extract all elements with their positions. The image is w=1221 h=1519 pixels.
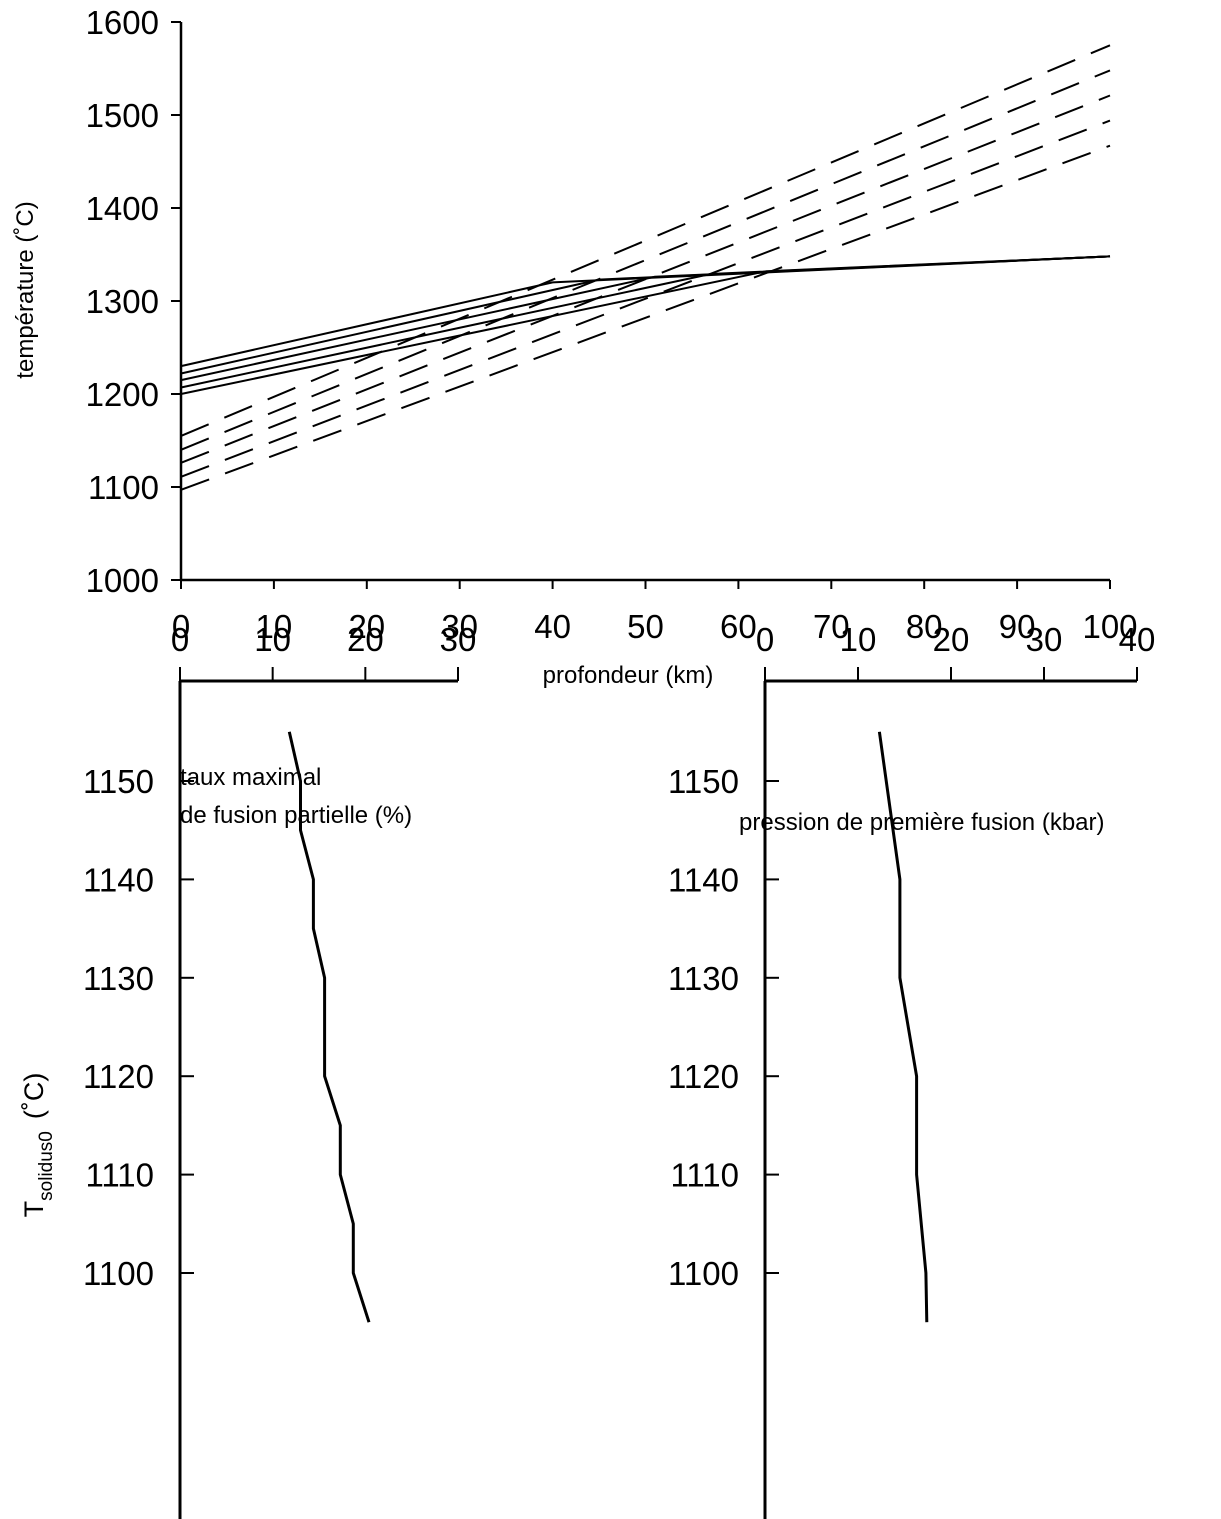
bl-y-axis-label-main: T (19, 1201, 49, 1218)
bl-x-tick-label: 0 (171, 621, 189, 658)
top-dashed-line-8 (180, 94, 1111, 464)
br-y-tick-label: 1150 (668, 763, 739, 800)
top-x-axis-label: profondeur (km) (543, 662, 714, 689)
top-y-ticks: 1000 1100 1200 1300 1400 1500 1600 (86, 4, 181, 599)
br-series-line-1 (877, 731, 929, 1323)
bl-y-tick-label: 1130 (83, 960, 154, 997)
bl-y-tick-label: 1140 (83, 861, 154, 898)
top-y-tick-label: 1200 (86, 376, 159, 413)
br-x-tick-label: 30 (1026, 621, 1063, 658)
br-x-tick-label: 20 (933, 621, 970, 658)
top-x-tick-label: 40 (534, 608, 571, 645)
bl-y-tick-label: 1120 (83, 1058, 154, 1095)
top-y-tick-label: 1100 (88, 469, 159, 506)
top-y-tick-label: 1500 (86, 97, 159, 134)
br-y-tick-label: 1140 (668, 861, 739, 898)
br-y-tick-label: 1110 (670, 1157, 739, 1194)
top-y-tick-label: 1400 (86, 190, 159, 227)
top-x-tick-label: 100 (1082, 608, 1137, 645)
bl-y-tick-label: 1110 (85, 1157, 154, 1194)
top-solid-line-4 (180, 255, 1111, 389)
top-x-tick-label: 50 (627, 608, 664, 645)
bl-y-axis-label: Tsolidus0 (˚C) (19, 1073, 57, 1218)
br-x-tick-label: 40 (1119, 621, 1156, 658)
top-x-tick-label: 80 (906, 608, 943, 645)
top-solid-line-2 (180, 255, 1111, 375)
top-y-axis-label: température (˚C) (12, 201, 39, 378)
top-x-tick-label: 0 (172, 608, 190, 645)
br-x-ticks: 0 10 20 30 40 (756, 621, 1156, 681)
top-x-tick-label: 60 (720, 608, 757, 645)
top-x-tick-label: 90 (999, 608, 1036, 645)
bl-x-tick-label: 20 (347, 621, 384, 658)
br-y-tick-label: 1120 (668, 1058, 739, 1095)
br-series (877, 731, 929, 1323)
br-y-tick-label: 1100 (668, 1255, 739, 1292)
top-y-tick-label: 1300 (86, 283, 159, 320)
top-dashed-line-7 (180, 69, 1111, 451)
br-x-tick-label: 10 (840, 621, 877, 658)
top-x-tick-label: 10 (256, 608, 293, 645)
bl-series (287, 731, 371, 1323)
bottom-right-chart: pression de première fusion (kbar) 0 10 20… (668, 621, 1155, 1519)
bl-x-tick-label: 10 (254, 621, 291, 658)
top-x-tick-label: 20 (348, 608, 385, 645)
top-y-tick-label: 1600 (86, 4, 159, 41)
bl-y-axis-label-unit: (˚C) (19, 1073, 49, 1119)
bl-y-tick-label: 1150 (83, 763, 154, 800)
top-x-tick-label: 70 (813, 608, 850, 645)
bl-title-line-2: de fusion partielle (%) (180, 802, 412, 829)
bl-y-axis-label-sub: solidus0 (36, 1131, 57, 1201)
bl-x-ticks: 0 10 20 30 (171, 621, 477, 681)
top-dashed-line-6 (180, 44, 1111, 437)
top-series (180, 44, 1111, 491)
br-title: pression de première fusion (kbar) (739, 809, 1105, 836)
top-x-ticks: 0 10 20 30 40 50 60 70 80 90 100 (172, 580, 1138, 645)
bottom-left-chart: taux maximal de fusion partielle (%) 0 10… (19, 621, 476, 1519)
br-y-tick-label: 1130 (668, 960, 739, 997)
top-x-tick-label: 30 (441, 608, 478, 645)
bl-series-line-1 (287, 731, 371, 1323)
br-x-tick-label: 0 (756, 621, 774, 658)
top-y-tick-label: 1000 (86, 562, 159, 599)
bl-y-tick-label: 1100 (83, 1255, 154, 1292)
top-dashed-line-10 (180, 144, 1111, 491)
br-y-ticks: 1100 1110 1120 1130 1140 1150 (668, 763, 779, 1292)
bl-x-tick-label: 30 (440, 621, 477, 658)
bl-y-ticks: 1100 1110 1120 1130 1140 1150 (83, 763, 194, 1292)
top-dashed-line-9 (180, 119, 1111, 478)
